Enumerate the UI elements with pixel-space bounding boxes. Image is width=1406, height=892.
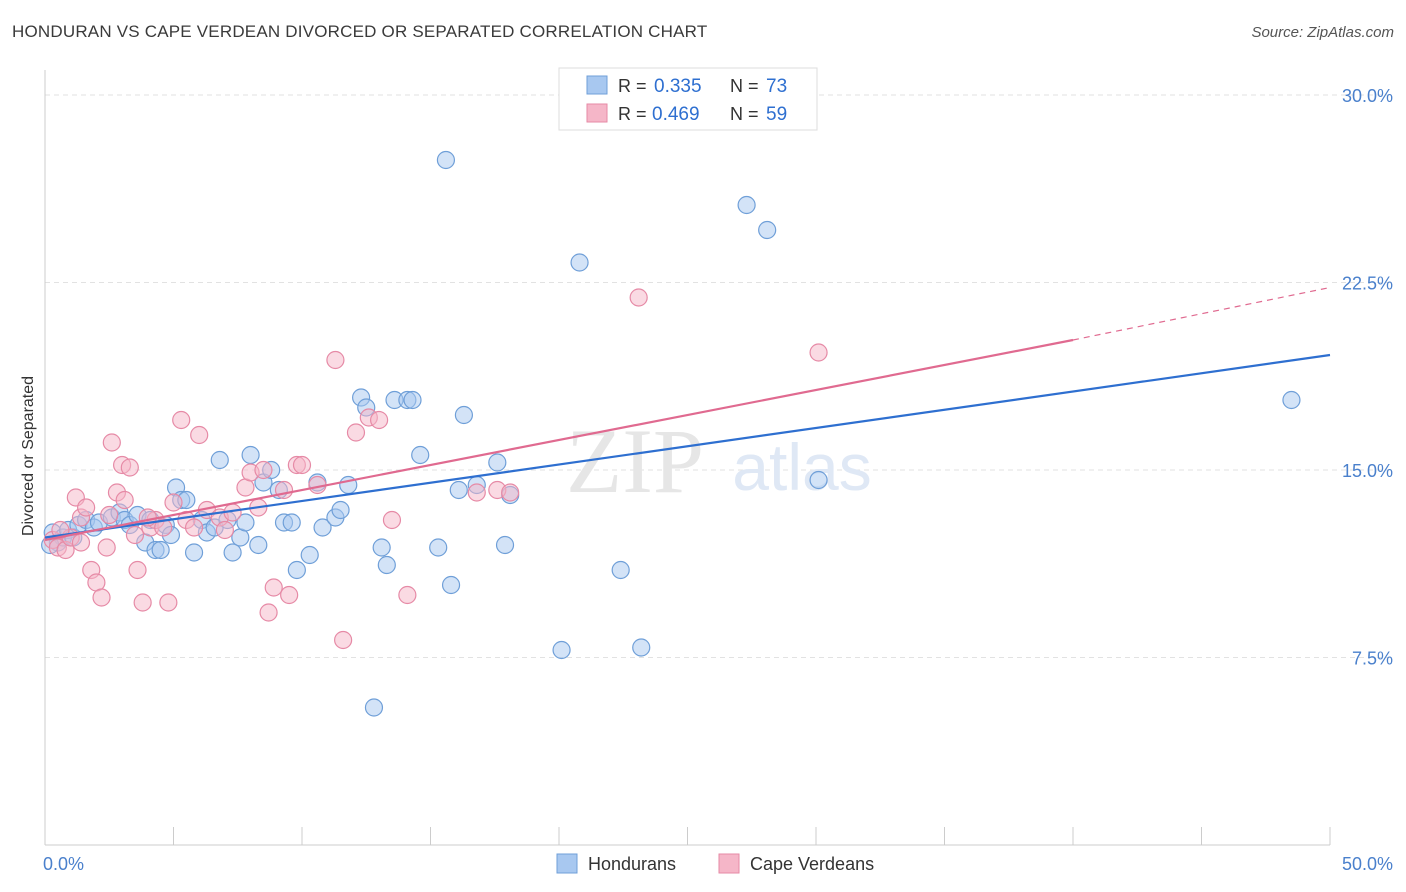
x-tick-label: 50.0%	[1342, 854, 1393, 874]
cape-verdean-point	[501, 483, 520, 502]
cape-verdean-point	[259, 603, 278, 622]
legend-swatch-cape-verdeans	[586, 103, 608, 123]
honduran-point	[454, 405, 474, 425]
cape-verdean-point	[190, 425, 209, 445]
stats-legend: R = 0.335 N = 73 R = 0.469 N = 59	[558, 67, 818, 131]
series-legend-label-cape-verdeans: Cape Verdeans	[750, 854, 874, 874]
watermark: ZIP atlas	[566, 410, 872, 512]
cape-verdean-point	[115, 490, 134, 510]
legend-r-label: R =	[618, 76, 652, 96]
legend-r-label: R =	[618, 104, 652, 124]
legend-n-label: N =	[730, 76, 764, 96]
cape-verdean-point	[274, 480, 294, 500]
honduran-point	[758, 220, 777, 240]
cape-verdean-point	[102, 433, 121, 452]
honduran-point	[632, 638, 651, 657]
honduran-point	[282, 513, 301, 532]
honduran-point	[331, 500, 350, 520]
cape-verdean-point	[629, 288, 648, 307]
honduran-point	[1282, 390, 1301, 410]
cape-verdean-point	[334, 630, 353, 650]
cape-verdean-point	[370, 410, 389, 430]
cape-verdean-trend-extension	[1072, 286, 1331, 341]
stats-legend-row-hondurans: R = 0.335 N = 73	[586, 75, 787, 97]
honduran-point	[241, 445, 260, 465]
cape-verdean-point	[159, 593, 178, 612]
honduran-point	[570, 253, 589, 272]
cape-verdean-point	[467, 483, 486, 502]
honduran-point	[737, 195, 756, 215]
cape-verdean-point	[125, 525, 145, 545]
y-axis-label: Divorced or Separated	[20, 376, 37, 536]
series-legend-swatch-hondurans	[556, 853, 578, 874]
honduran-point	[411, 445, 430, 465]
honduran-point	[223, 543, 242, 562]
y-tick-label: 30.0%	[1342, 86, 1393, 106]
cape-verdean-point	[346, 423, 366, 442]
honduran-point	[436, 150, 456, 170]
cape-verdean-point	[280, 585, 299, 605]
cape-verdean-point	[164, 493, 183, 512]
y-tick-label: 22.5%	[1342, 274, 1393, 294]
honduran-point	[403, 390, 422, 410]
cape-verdean-trend-line	[44, 338, 1074, 542]
honduran-point	[300, 545, 319, 565]
series-legend-swatch-cape-verdeans	[718, 853, 740, 874]
source-label: Source: ZipAtlas.com	[1251, 24, 1394, 41]
cape-verdean-point	[215, 520, 234, 540]
honduran-point	[313, 518, 332, 537]
honduran-point	[184, 543, 204, 562]
honduran-point	[611, 560, 630, 580]
honduran-point	[287, 560, 306, 580]
honduran-point	[210, 450, 229, 470]
x-tick-label: 0.0%	[43, 854, 84, 874]
cape-verdean-point	[100, 505, 119, 525]
honduran-point	[488, 453, 507, 472]
honduran-point	[449, 480, 468, 500]
cape-verdean-point	[264, 578, 283, 597]
cape-verdean-point	[398, 585, 417, 605]
cape-verdean-point	[292, 455, 312, 475]
legend-n-label: N =	[730, 104, 764, 124]
cape-verdean-point	[77, 498, 96, 517]
series-legend: Hondurans Cape Verdeans	[556, 853, 874, 874]
cape-verdean-point	[184, 518, 204, 537]
cape-verdean-point	[97, 538, 116, 557]
honduran-point	[429, 538, 448, 557]
series-legend-label-hondurans: Hondurans	[588, 854, 676, 874]
stats-legend-row-cape-verdeans: R = 0.469 N = 59	[586, 103, 787, 125]
cape-verdean-point	[128, 560, 147, 580]
legend-r-value: 0.335	[654, 76, 702, 97]
watermark-atlas: atlas	[732, 430, 871, 504]
legend-swatch-hondurans	[586, 75, 608, 95]
honduran-point	[236, 513, 255, 532]
cape-verdean-point	[172, 410, 191, 430]
y-tick-label: 7.5%	[1352, 649, 1393, 669]
legend-r-value: 0.469	[652, 104, 700, 125]
cape-verdean-point	[92, 588, 111, 607]
honduran-trend-line	[44, 353, 1331, 539]
honduran-point	[552, 640, 571, 660]
legend-n-value: 73	[766, 76, 787, 97]
cape-verdean-point	[120, 458, 139, 477]
honduran-point	[377, 555, 396, 575]
honduran-point	[249, 535, 268, 555]
cape-verdean-point	[809, 343, 828, 362]
honduran-point	[372, 538, 391, 557]
honduran-point	[151, 540, 170, 560]
y-tick-label: 15.0%	[1342, 461, 1393, 481]
honduran-point	[441, 575, 461, 595]
honduran-point	[495, 535, 515, 555]
honduran-point	[809, 470, 828, 490]
honduran-point	[364, 698, 384, 717]
cape-verdean-point	[254, 460, 273, 480]
chart-title: HONDURAN VS CAPE VERDEAN DIVORCED OR SEP…	[12, 22, 708, 41]
cape-verdean-point	[154, 518, 173, 537]
cape-verdean-point	[71, 533, 91, 552]
cape-verdean-point	[382, 510, 402, 530]
cape-verdean-point	[326, 350, 345, 370]
cape-verdean-point	[133, 593, 152, 612]
legend-n-value: 59	[766, 104, 787, 125]
